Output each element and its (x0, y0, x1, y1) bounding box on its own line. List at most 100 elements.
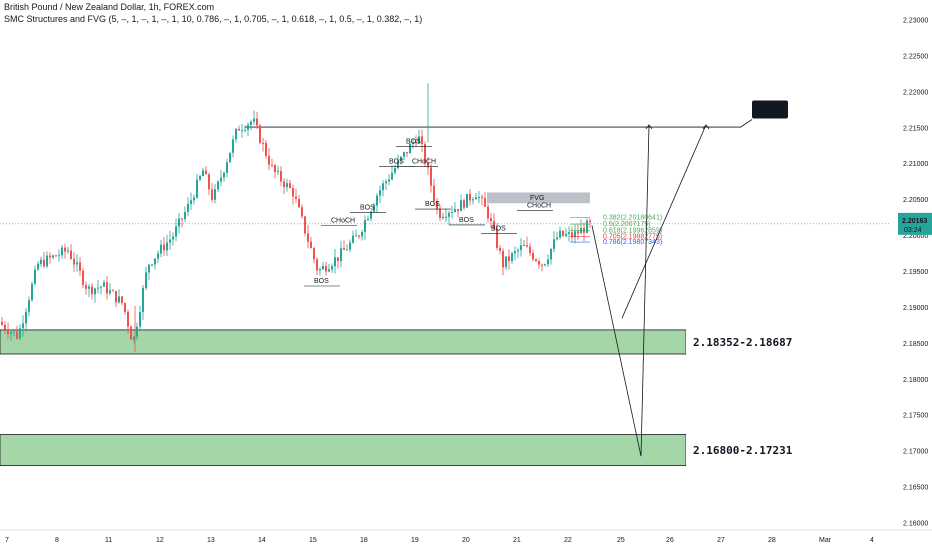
time-tick-label: 8 (55, 537, 59, 544)
fib-level-label: 0.786(2.19807343) (603, 239, 662, 246)
price-tick-label: 2.20000 (903, 233, 928, 240)
candle-body (304, 216, 306, 234)
candle-body (1, 321, 3, 325)
candle-body (85, 285, 87, 289)
candle-body (352, 235, 354, 243)
candle-body (448, 212, 450, 217)
candle-body (214, 189, 216, 200)
candle-body (196, 179, 198, 198)
candle-body (91, 286, 93, 295)
candle-body (463, 200, 465, 208)
candle-body (289, 183, 291, 188)
candle-body (391, 172, 393, 180)
candle-body (61, 247, 63, 256)
candle-body (199, 176, 201, 180)
candle-body (427, 163, 429, 168)
candle-body (94, 288, 96, 295)
structure-label: CHoCH (331, 218, 355, 225)
target-label: 2.21504 (757, 107, 782, 114)
candle-body (481, 197, 483, 199)
candle-body (4, 324, 6, 330)
candle-body (232, 139, 234, 153)
price-tick-label: 2.17500 (903, 413, 928, 420)
candle-body (235, 128, 237, 140)
time-tick-label: 11 (105, 537, 112, 544)
price-tick-label: 2.18500 (903, 341, 928, 348)
candle-body (388, 179, 390, 182)
candle-body (397, 160, 399, 169)
structure-label: CHoCH (412, 159, 436, 166)
time-tick-label: 25 (617, 537, 625, 544)
zone-label: 2.18352-2.18687 (693, 336, 792, 349)
time-tick-label: 27 (717, 537, 725, 544)
candle-body (535, 259, 537, 261)
chart-title: British Pound / New Zealand Dollar, 1h, … (4, 2, 215, 12)
time-tick-label: 12 (156, 537, 164, 544)
price-tick-label: 2.20500 (903, 197, 928, 204)
candle-body (76, 262, 78, 265)
candle-body (88, 286, 90, 289)
candle-body (355, 235, 357, 237)
candle-body (139, 312, 141, 327)
candle-body (334, 257, 336, 267)
candle-body (148, 264, 150, 273)
candle-body (424, 143, 426, 164)
candle-body (358, 235, 360, 237)
candle-body (121, 296, 123, 304)
candle-body (262, 142, 264, 144)
candle-body (382, 183, 384, 191)
candle-body (562, 230, 564, 236)
candle-body (496, 228, 498, 248)
candle-body (268, 155, 270, 165)
candle-body (544, 264, 546, 266)
candle-body (367, 218, 369, 221)
fvg-box (487, 192, 590, 204)
candle-body (532, 252, 534, 260)
candle-body (454, 209, 456, 212)
candle-body (478, 197, 480, 199)
candle-body (493, 221, 495, 229)
candle-body (127, 311, 129, 327)
candle-body (313, 248, 315, 260)
candle-body (559, 230, 561, 238)
indicator-label: SMC Structures and FVG (5, –, 1, –, 1, –… (4, 14, 423, 24)
candle-body (283, 181, 285, 188)
candle-body (25, 311, 27, 324)
candle-body (22, 323, 24, 329)
candle-body (574, 231, 576, 238)
candle-body (568, 232, 570, 234)
candle-body (34, 269, 36, 284)
candle-body (109, 290, 111, 294)
candle-body (379, 190, 381, 196)
candle-body (193, 197, 195, 201)
structure-label: BOS (459, 217, 474, 224)
price-tick-label: 2.21000 (903, 161, 928, 168)
candle-body (271, 164, 273, 166)
candle-body (166, 242, 168, 251)
candle-body (55, 255, 57, 257)
time-tick-label: 14 (258, 537, 266, 544)
candle-body (487, 206, 489, 219)
candle-body (541, 264, 543, 266)
candle-body (253, 118, 255, 122)
structure-label: BOS (491, 226, 506, 233)
price-tick-label: 2.23000 (903, 18, 928, 25)
candle-body (385, 181, 387, 184)
candle-body (418, 136, 420, 144)
demand-zone (0, 329, 687, 355)
candle-body (172, 236, 174, 240)
candle-body (73, 258, 75, 265)
price-tick-label: 2.19000 (903, 305, 928, 312)
candle-body (265, 143, 267, 156)
candle-body (361, 232, 363, 237)
candle-body (586, 220, 588, 233)
candle-body (511, 253, 513, 262)
candle-body (526, 245, 528, 247)
candle-body (169, 239, 171, 243)
candle-body (187, 203, 189, 212)
candle-body (325, 266, 327, 272)
candle-body (154, 258, 156, 265)
candle-body (298, 199, 300, 208)
candle-body (436, 201, 438, 209)
